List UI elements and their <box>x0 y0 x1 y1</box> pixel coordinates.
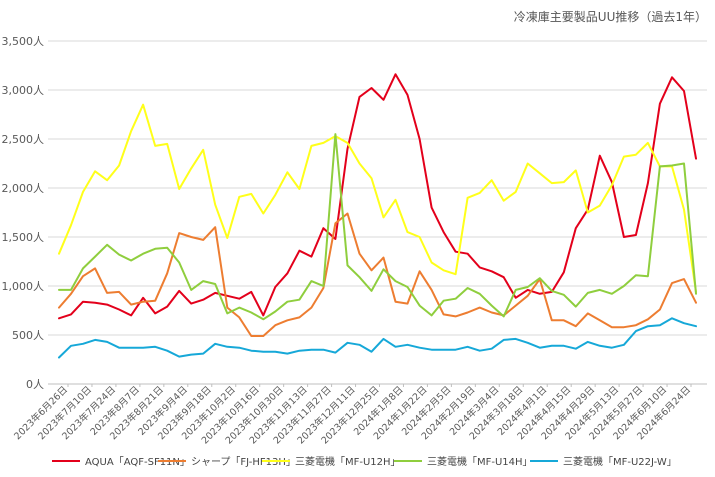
series-line-4 <box>58 133 697 321</box>
y-tick-label: 1,000人 <box>2 280 45 293</box>
legend-swatch <box>394 459 422 462</box>
legend-swatch <box>158 459 186 462</box>
y-tick-label: 2,000人 <box>2 182 45 195</box>
y-axis-ticks: 0人 500人 1,000人 1,500人 2,000人 2,500人 3,000人 3,50… <box>2 35 45 391</box>
series-line-3 <box>58 103 697 293</box>
series-line-1 <box>58 73 697 320</box>
legend-swatch <box>530 459 558 462</box>
legend-swatch <box>52 459 80 462</box>
plot-area: 0人 500人 1,000人 1,500人 2,000人 2,500人 3,000人 3,50… <box>2 35 707 447</box>
legend-label: 三菱電機「MF-U14H」 <box>427 457 533 468</box>
legend-label: シャープ「FJ-HF13H」 <box>191 457 296 468</box>
y-tick-label: 1,500人 <box>2 231 45 244</box>
y-tick-label: 3,500人 <box>2 35 45 48</box>
legend-label: AQUA「AQF-SF11N」 <box>85 457 190 468</box>
legend-label: 三菱電機「MF-U22J-W」 <box>563 457 677 468</box>
legend-item: シャープ「FJ-HF13H」 <box>158 453 296 468</box>
series-line-5 <box>58 317 697 359</box>
x-axis-ticks: 2023年6月26日2023年7月10日2023年7月24日2023年8月7日2… <box>12 384 694 447</box>
legend-swatch <box>262 459 290 462</box>
chart-title: 冷凍庫主要製品UU推移（過去1年） <box>513 10 707 24</box>
series-line-2 <box>58 212 697 337</box>
y-tick-label: 3,000人 <box>2 84 45 97</box>
y-tick-label: 0人 <box>26 378 44 391</box>
legend-item: 三菱電機「MF-U14H」 <box>394 453 533 468</box>
series-lines <box>58 73 697 359</box>
legend-item: 三菱電機「MF-U12H」 <box>262 453 401 468</box>
legend-label: 三菱電機「MF-U12H」 <box>295 457 401 468</box>
legend-item: AQUA「AQF-SF11N」 <box>52 453 190 468</box>
legend: AQUA「AQF-SF11N」 シャープ「FJ-HF13H」 三菱電機「MF-U12… <box>0 453 715 471</box>
y-tick-label: 500人 <box>12 329 44 342</box>
legend-item: 三菱電機「MF-U22J-W」 <box>530 453 677 468</box>
y-tick-label: 2,500人 <box>2 133 45 146</box>
gridlines <box>48 40 707 385</box>
